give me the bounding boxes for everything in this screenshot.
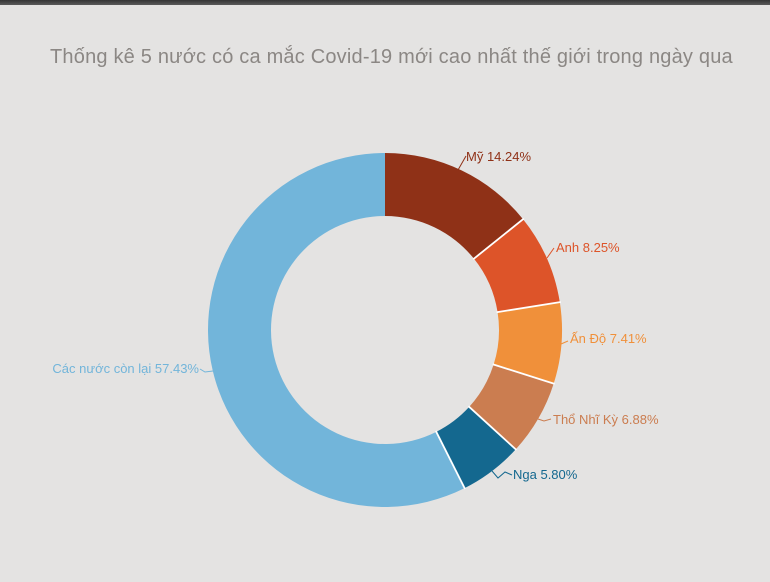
slice-label: Anh 8.25% <box>556 240 620 255</box>
leader-line <box>546 247 555 259</box>
slice-separator <box>435 430 466 490</box>
leader-line <box>457 155 467 171</box>
pie-slice-3[interactable] <box>469 364 554 450</box>
chart-title: Thống kê 5 nước có ca mắc Covid-19 mới c… <box>50 46 733 68</box>
slice-label: Các nước còn lại 57.43% <box>52 361 199 376</box>
leader-line <box>491 470 513 479</box>
pie-slice-4[interactable] <box>436 406 516 489</box>
pie-slice-5[interactable] <box>207 153 465 507</box>
slice-separator <box>472 217 525 260</box>
leader-line <box>560 340 569 345</box>
leader-line <box>199 368 214 373</box>
slice-label: Nga 5.80% <box>513 467 578 482</box>
slice-label: Ấn Độ 7.41% <box>570 331 647 346</box>
slice-separator <box>492 363 555 385</box>
pie-slice-0[interactable] <box>385 153 524 259</box>
slice-separator <box>467 405 518 451</box>
leader-line <box>537 418 552 422</box>
top-bar <box>0 0 770 5</box>
slice-label: Thổ Nhĩ Kỳ 6.88% <box>553 412 659 427</box>
slice-label: Mỹ 14.24% <box>466 149 531 164</box>
slice-separator <box>496 301 561 314</box>
pie-slice-2[interactable] <box>493 302 563 384</box>
